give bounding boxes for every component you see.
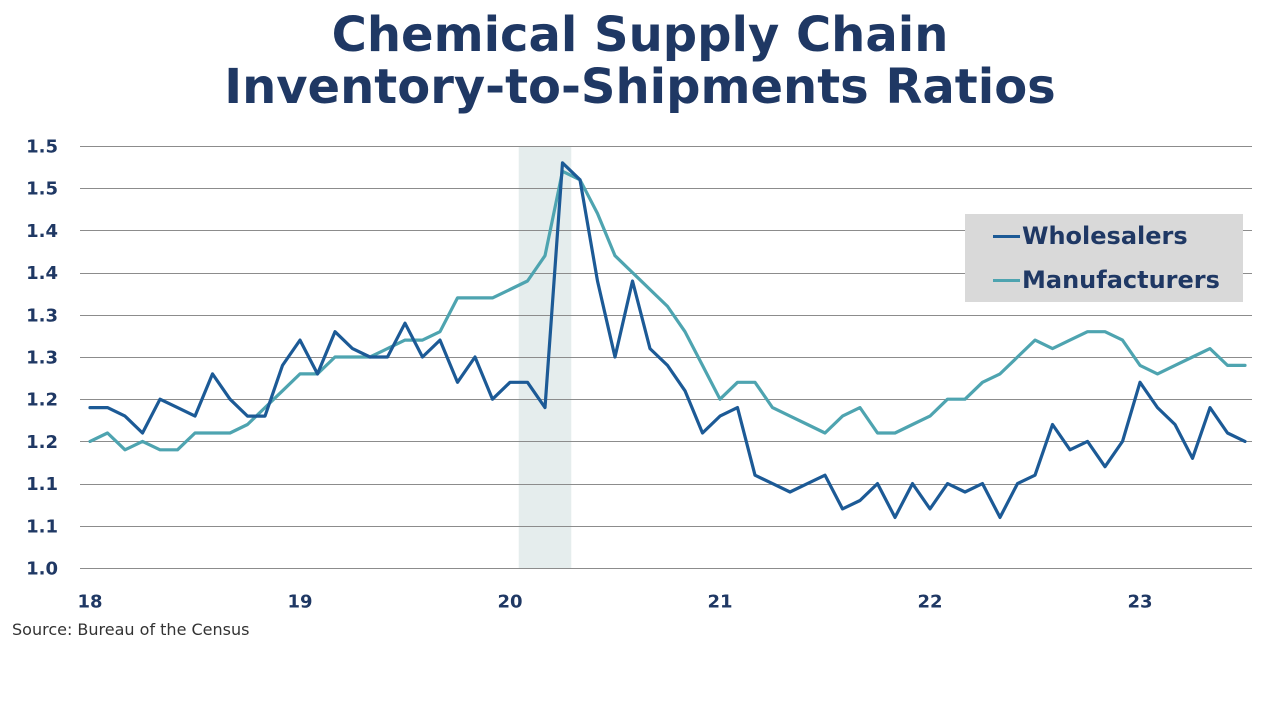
chart-title: Chemical Supply Chain Inventory-to-Shipm… [0, 9, 1280, 113]
chart-title-line-2: Inventory-to-Shipments Ratios [224, 59, 1056, 115]
legend-label-wholesalers: Wholesalers [1022, 222, 1188, 250]
legend-item-manufacturers: Manufacturers [965, 258, 1243, 302]
x-tick-label: 18 [77, 591, 102, 612]
y-tick-label: 1.1 [26, 474, 58, 495]
y-tick-label: 1.5 [26, 179, 58, 200]
x-tick-label: 21 [707, 591, 732, 612]
x-tick-label: 19 [287, 591, 312, 612]
y-tick-label: 1.1 [26, 516, 58, 537]
y-tick-label: 1.0 [26, 558, 58, 579]
y-tick-label: 1.3 [26, 347, 58, 368]
series-line-manufacturers [88, 169, 1247, 452]
series-lines [88, 161, 1247, 520]
source-note: Source: Bureau of the Census [12, 620, 250, 639]
x-tick-label: 22 [917, 591, 942, 612]
legend-item-wholesalers: Wholesalers [965, 214, 1243, 258]
x-tick-label: 23 [1127, 591, 1152, 612]
x-tick-label: 20 [497, 591, 522, 612]
y-tick-label: 1.5 [26, 136, 58, 157]
chart-title-line-1: Chemical Supply Chain [331, 7, 949, 63]
legend-swatch-wholesalers [993, 234, 1020, 238]
y-tick-label: 1.2 [26, 390, 58, 411]
y-tick-label: 1.3 [26, 305, 58, 326]
series-line-wholesalers [88, 161, 1247, 520]
y-tick-label: 1.2 [26, 432, 58, 453]
y-tick-labels: 1.5 1.5 1.4 1.4 1.3 1.3 1.2 1.2 1.1 1.1 1.0 [26, 136, 58, 579]
y-tick-label: 1.4 [26, 221, 58, 242]
legend-label-manufacturers: Manufacturers [1022, 266, 1220, 294]
x-tick-labels: 18 19 20 21 22 23 [77, 591, 1152, 612]
legend: Wholesalers Manufacturers [965, 214, 1243, 302]
legend-swatch-manufacturers [993, 278, 1020, 282]
y-tick-label: 1.4 [26, 263, 58, 284]
y-gridlines [80, 146, 1252, 569]
